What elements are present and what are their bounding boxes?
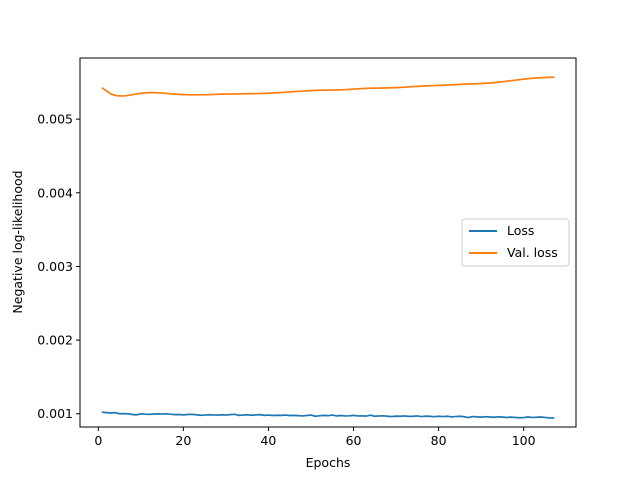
x-tick-label: 80 — [431, 433, 447, 448]
x-tick-label: 60 — [346, 433, 362, 448]
x-axis-ticks: 0 20 40 60 80 100 — [94, 427, 536, 448]
y-tick-label: 0.003 — [37, 259, 73, 274]
x-tick-label: 0 — [94, 433, 102, 448]
x-axis-label: Epochs — [306, 455, 351, 470]
legend: Loss Val. loss — [461, 218, 570, 267]
legend-label-val-loss: Val. loss — [507, 245, 558, 260]
series-line-loss — [101, 411, 555, 419]
x-tick-label: 100 — [512, 433, 536, 448]
y-tick-label: 0.001 — [37, 406, 73, 421]
series-layer — [101, 76, 555, 419]
y-axis-label: Negative log-likelihood — [10, 170, 25, 313]
x-tick-label: 20 — [175, 433, 191, 448]
y-axis-ticks: 0.001 0.002 0.003 0.004 0.005 — [37, 112, 80, 421]
series-line-val-loss — [101, 76, 555, 97]
y-tick-label: 0.005 — [37, 112, 73, 127]
x-tick-label: 40 — [260, 433, 276, 448]
legend-label-loss: Loss — [507, 223, 534, 238]
y-tick-label: 0.004 — [37, 185, 73, 200]
y-tick-label: 0.002 — [37, 333, 73, 348]
plot-frame — [79, 57, 577, 428]
